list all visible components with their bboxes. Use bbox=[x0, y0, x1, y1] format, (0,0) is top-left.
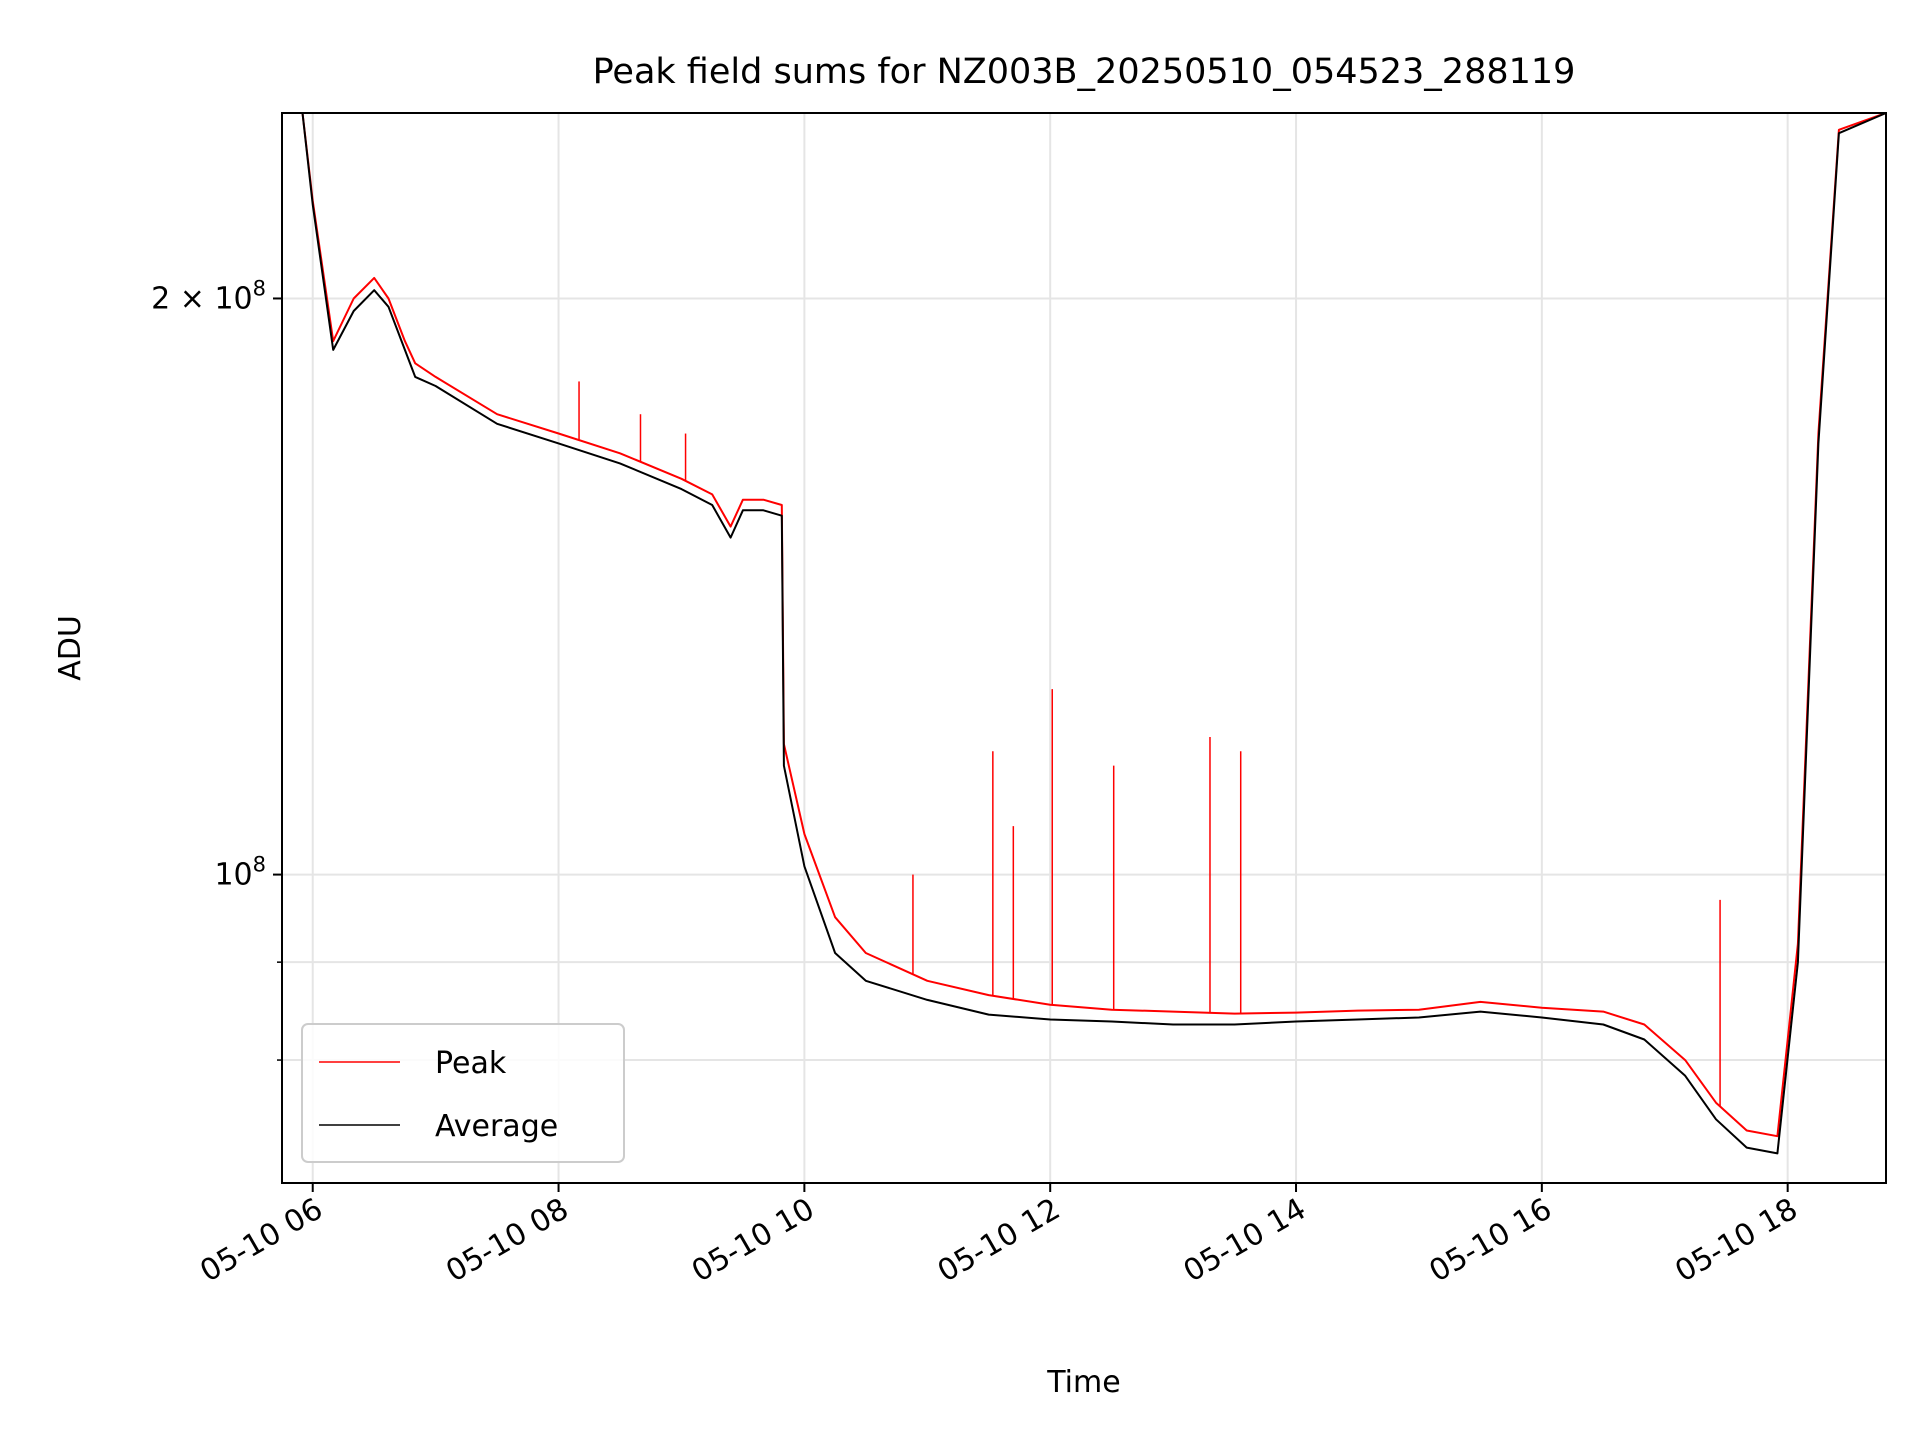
y-tick-exponent: 8 bbox=[253, 276, 266, 300]
plot-frame bbox=[281, 112, 1887, 1184]
legend: Peak Average bbox=[301, 1023, 625, 1163]
legend-box bbox=[301, 1023, 625, 1163]
legend-label-average: Average bbox=[435, 1109, 558, 1144]
x-tick-label: 05-10 10 bbox=[686, 1192, 820, 1290]
y-tick-mantissa: 2 × bbox=[151, 281, 214, 316]
x-tick-label: 05-10 14 bbox=[1178, 1192, 1312, 1290]
y-axis-label: ADU bbox=[53, 615, 88, 681]
series-line-average bbox=[282, 112, 1887, 1155]
y-tick-exponent: 8 bbox=[253, 853, 266, 877]
x-tick-label: 05-10 16 bbox=[1424, 1192, 1558, 1290]
y-tick-base: 10 bbox=[214, 281, 252, 316]
y-tick-label: 108 bbox=[214, 853, 266, 893]
y-tick-base: 10 bbox=[214, 858, 252, 893]
x-tick-label: 05-10 18 bbox=[1669, 1192, 1803, 1290]
x-tick-label: 05-10 06 bbox=[194, 1192, 328, 1290]
x-axis-label: Time bbox=[1046, 1365, 1120, 1400]
grid-layer bbox=[282, 113, 1886, 1183]
x-tick-label: 05-10 12 bbox=[932, 1192, 1066, 1290]
y-tick-label: 2 × 108 bbox=[151, 276, 266, 316]
legend-label-peak: Peak bbox=[435, 1046, 507, 1081]
x-tick-label: 05-10 08 bbox=[440, 1192, 574, 1290]
series-line-peak bbox=[282, 112, 1887, 1138]
chart-title: Peak field sums for NZ003B_20250510_0545… bbox=[593, 52, 1576, 92]
series-layer bbox=[282, 112, 1887, 1155]
